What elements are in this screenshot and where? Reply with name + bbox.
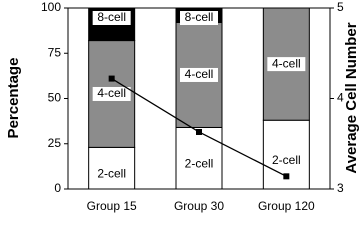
y2-axis-title: Average Cell Number: [343, 22, 360, 173]
segment-label: 4-cell: [185, 67, 214, 81]
segment-label-box: [267, 153, 306, 168]
segment-label-box: [92, 86, 131, 101]
segment-label: 8-cell: [97, 10, 126, 24]
y-axis-title: Percentage: [5, 58, 22, 139]
segment-label: 4-cell: [272, 56, 301, 70]
y-tick-label: 50: [48, 91, 62, 105]
segment-label: 4-cell: [97, 86, 126, 100]
segment-label: 2-cell: [185, 156, 214, 170]
y-tick-label: 100: [41, 0, 61, 14]
x-tick-label: Group 120: [258, 199, 315, 213]
segment-label: 2-cell: [97, 166, 126, 180]
segment-label-box: [92, 167, 131, 182]
y2-tick-label: 4: [337, 91, 344, 105]
chart: Percentage Average Cell Number 0 25 50 75 10…: [5, 0, 360, 213]
y-tick-label: 75: [48, 45, 62, 59]
y-tick-label: 25: [48, 136, 62, 150]
y2-tick-label: 5: [337, 0, 344, 14]
segment-label-box: [267, 57, 306, 72]
line-marker: [108, 75, 115, 82]
segment-label-box: [180, 11, 218, 25]
y2-tick-label: 3: [337, 181, 344, 195]
segment-label-box: [180, 157, 218, 172]
segment-label: 8-cell: [185, 10, 214, 24]
x-tick-label: Group 30: [174, 199, 224, 213]
segment-label: 2-cell: [272, 153, 301, 167]
segment-label-box: [180, 67, 218, 82]
y-tick-label: 0: [54, 181, 61, 195]
x-tick-label: Group 15: [87, 199, 137, 213]
segment-label-box: [92, 11, 131, 25]
line-marker: [283, 173, 290, 180]
line-marker: [196, 128, 202, 135]
